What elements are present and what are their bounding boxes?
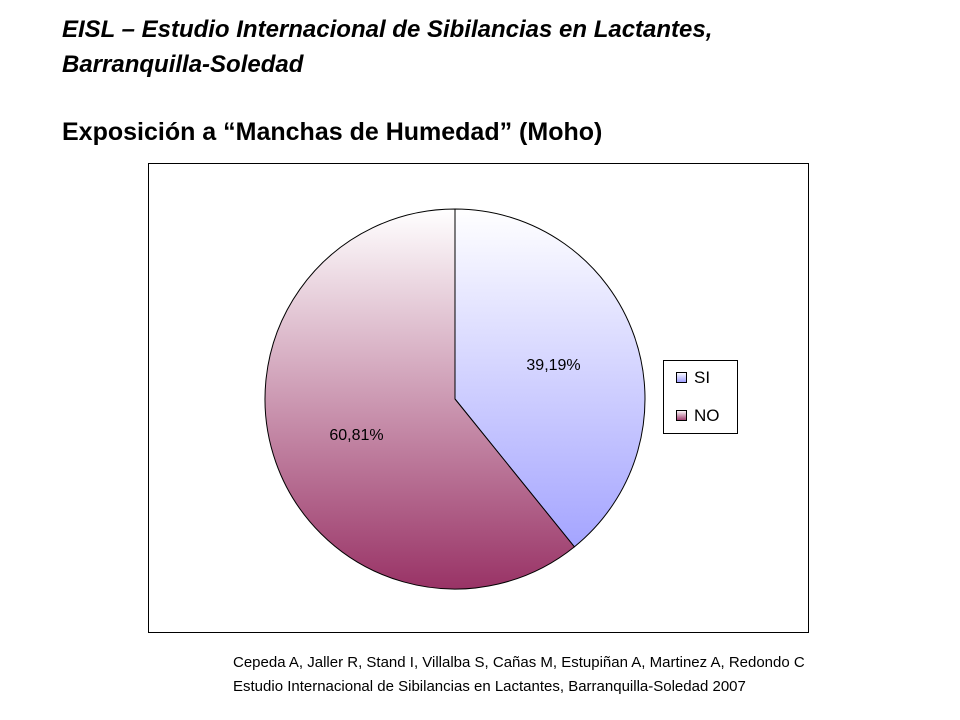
- pie-slice: [264, 208, 576, 590]
- legend-box: [663, 360, 738, 434]
- citation: Estudio Internacional de Sibilancias en …: [233, 678, 746, 695]
- subtitle: Exposición a “Manchas de Humedad” (Moho): [62, 118, 603, 146]
- value-label: 39,19%: [526, 357, 580, 374]
- citation: Cepeda A, Jaller R, Stand I, Villalba S,…: [233, 654, 805, 671]
- legend-label: SI: [694, 368, 710, 387]
- pie-slice: [454, 208, 646, 548]
- title-line: Barranquilla-Soledad: [62, 51, 304, 78]
- legend-swatch: [676, 372, 687, 383]
- legend-label: NO: [694, 406, 720, 425]
- title-line: EISL – Estudio Internacional de Sibilanc…: [62, 16, 713, 43]
- value-label: 60,81%: [329, 427, 383, 444]
- legend-swatch: [676, 410, 687, 421]
